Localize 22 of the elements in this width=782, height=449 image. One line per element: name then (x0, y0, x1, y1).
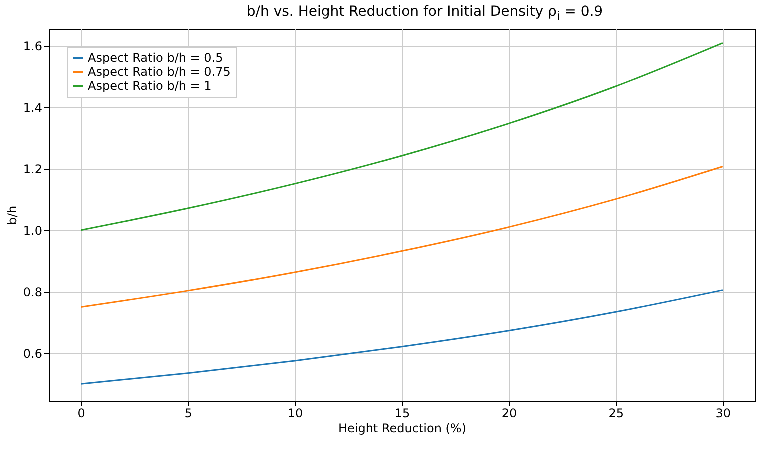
y-tick-label: 1.0 (23, 224, 42, 238)
y-tick-label: 0.8 (23, 285, 42, 300)
y-tick-label: 1.4 (23, 100, 42, 115)
legend-label: Aspect Ratio b/h = 1 (88, 79, 212, 93)
y-tick-label: 0.6 (23, 346, 42, 361)
x-tick-label: 25 (608, 406, 624, 420)
y-tick-label: 1.2 (23, 162, 42, 176)
x-tick-label: 0 (78, 406, 86, 420)
x-tick-label: 30 (716, 406, 732, 420)
line-series (80, 42, 724, 232)
x-axis-title: Height Reduction (%) (338, 422, 467, 436)
legend-label: Aspect Ratio b/h = 0.5 (88, 51, 224, 65)
chart-title: b/h vs. Height Reduction for Initial Density ρ$_{i}$ = 0.9 (246, 4, 604, 23)
x-tick-label: 10 (288, 406, 304, 420)
line-series (80, 166, 724, 308)
y-tick-label: 1.6 (23, 39, 42, 54)
y-axis-title: b/h (5, 206, 20, 226)
x-tick-label: 5 (184, 406, 192, 420)
line-series (80, 290, 724, 385)
legend-label: Aspect Ratio b/h = 0.75 (88, 65, 231, 79)
x-tick-label: 15 (394, 406, 410, 420)
x-tick-label: 20 (502, 406, 518, 420)
